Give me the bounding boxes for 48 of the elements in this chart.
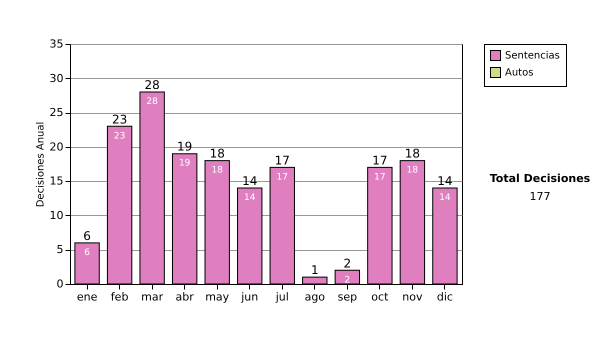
text: 177 <box>528 190 552 203</box>
total-label: 14 <box>242 174 258 188</box>
y-tick-label: 25 <box>50 106 64 120</box>
total-label: 23 <box>112 112 128 126</box>
total-label: 1 <box>310 263 319 278</box>
total-label: 2 <box>344 256 352 270</box>
data-label: 18 <box>406 166 418 176</box>
y-axis-title: Decisiones Anual <box>36 122 47 208</box>
data-label: 17 <box>276 172 288 182</box>
y-tick-label: 30 <box>50 72 64 85</box>
x-tick-label: ene <box>76 290 98 304</box>
data-label: 14 <box>244 193 256 203</box>
data-label: 19 <box>178 158 191 169</box>
y-tick-label: 0 <box>56 278 64 290</box>
x-tick-label: oct <box>371 290 390 304</box>
total-label: 19 <box>177 140 192 154</box>
y-tick-label: 5 <box>56 243 64 256</box>
data-label: 28 <box>146 97 158 107</box>
x-tick-label: may <box>205 290 230 304</box>
data-label: 2 <box>344 275 350 286</box>
x-tick-label: feb <box>110 290 128 304</box>
x-tick-label: jul <box>274 290 289 304</box>
x-tick-label: jun <box>240 290 258 304</box>
total-label: 6 <box>83 228 91 243</box>
legend-label: Sentencias <box>505 50 560 62</box>
data-label: 14 <box>439 193 451 203</box>
data-label: 18 <box>211 166 224 176</box>
data-label: 17 <box>374 172 386 182</box>
x-tick-label: abr <box>176 290 194 304</box>
y-tick-label: 15 <box>50 174 64 188</box>
total-label: 28 <box>144 78 160 92</box>
data-label: 23 <box>114 131 126 142</box>
x-tick-label: nov <box>402 290 423 304</box>
total-label: 18 <box>210 146 225 161</box>
y-tick-label: 10 <box>50 208 64 222</box>
x-tick-label: ago <box>304 290 326 304</box>
text: Total Decisiones <box>488 172 592 185</box>
total-label: 18 <box>404 146 420 161</box>
data-label: 6 <box>84 248 90 258</box>
y-tick-label: 35 <box>50 38 64 50</box>
total-label: 17 <box>274 153 290 168</box>
x-tick-label: dic <box>436 290 453 304</box>
x-tick-label: sep <box>338 290 358 304</box>
total-label: 17 <box>372 153 388 168</box>
total-label: 14 <box>437 174 453 188</box>
x-tick-label: mar <box>141 290 164 304</box>
legend-label: Autos <box>505 68 534 78</box>
y-tick-label: 20 <box>50 140 64 154</box>
